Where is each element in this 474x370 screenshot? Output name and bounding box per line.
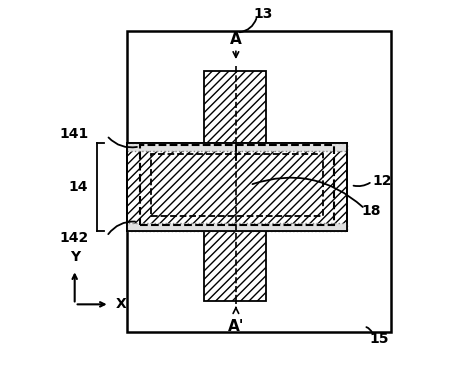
Text: 142: 142	[59, 231, 88, 245]
Bar	[127, 143, 347, 231]
Text: Y: Y	[70, 250, 80, 264]
Text: 15: 15	[369, 332, 389, 346]
Text: A': A'	[228, 319, 244, 334]
Text: A: A	[230, 32, 242, 47]
Bar	[204, 212, 266, 301]
Bar	[127, 31, 391, 332]
Text: 141: 141	[59, 127, 88, 141]
Text: X: X	[116, 297, 127, 311]
Text: 18: 18	[362, 204, 382, 218]
Bar	[127, 143, 347, 151]
Text: 12: 12	[373, 174, 392, 188]
Bar	[204, 71, 266, 161]
Bar	[140, 145, 334, 225]
Bar	[151, 154, 323, 216]
Bar	[127, 223, 347, 231]
Text: 14: 14	[69, 180, 88, 194]
Text: 13: 13	[254, 7, 273, 21]
